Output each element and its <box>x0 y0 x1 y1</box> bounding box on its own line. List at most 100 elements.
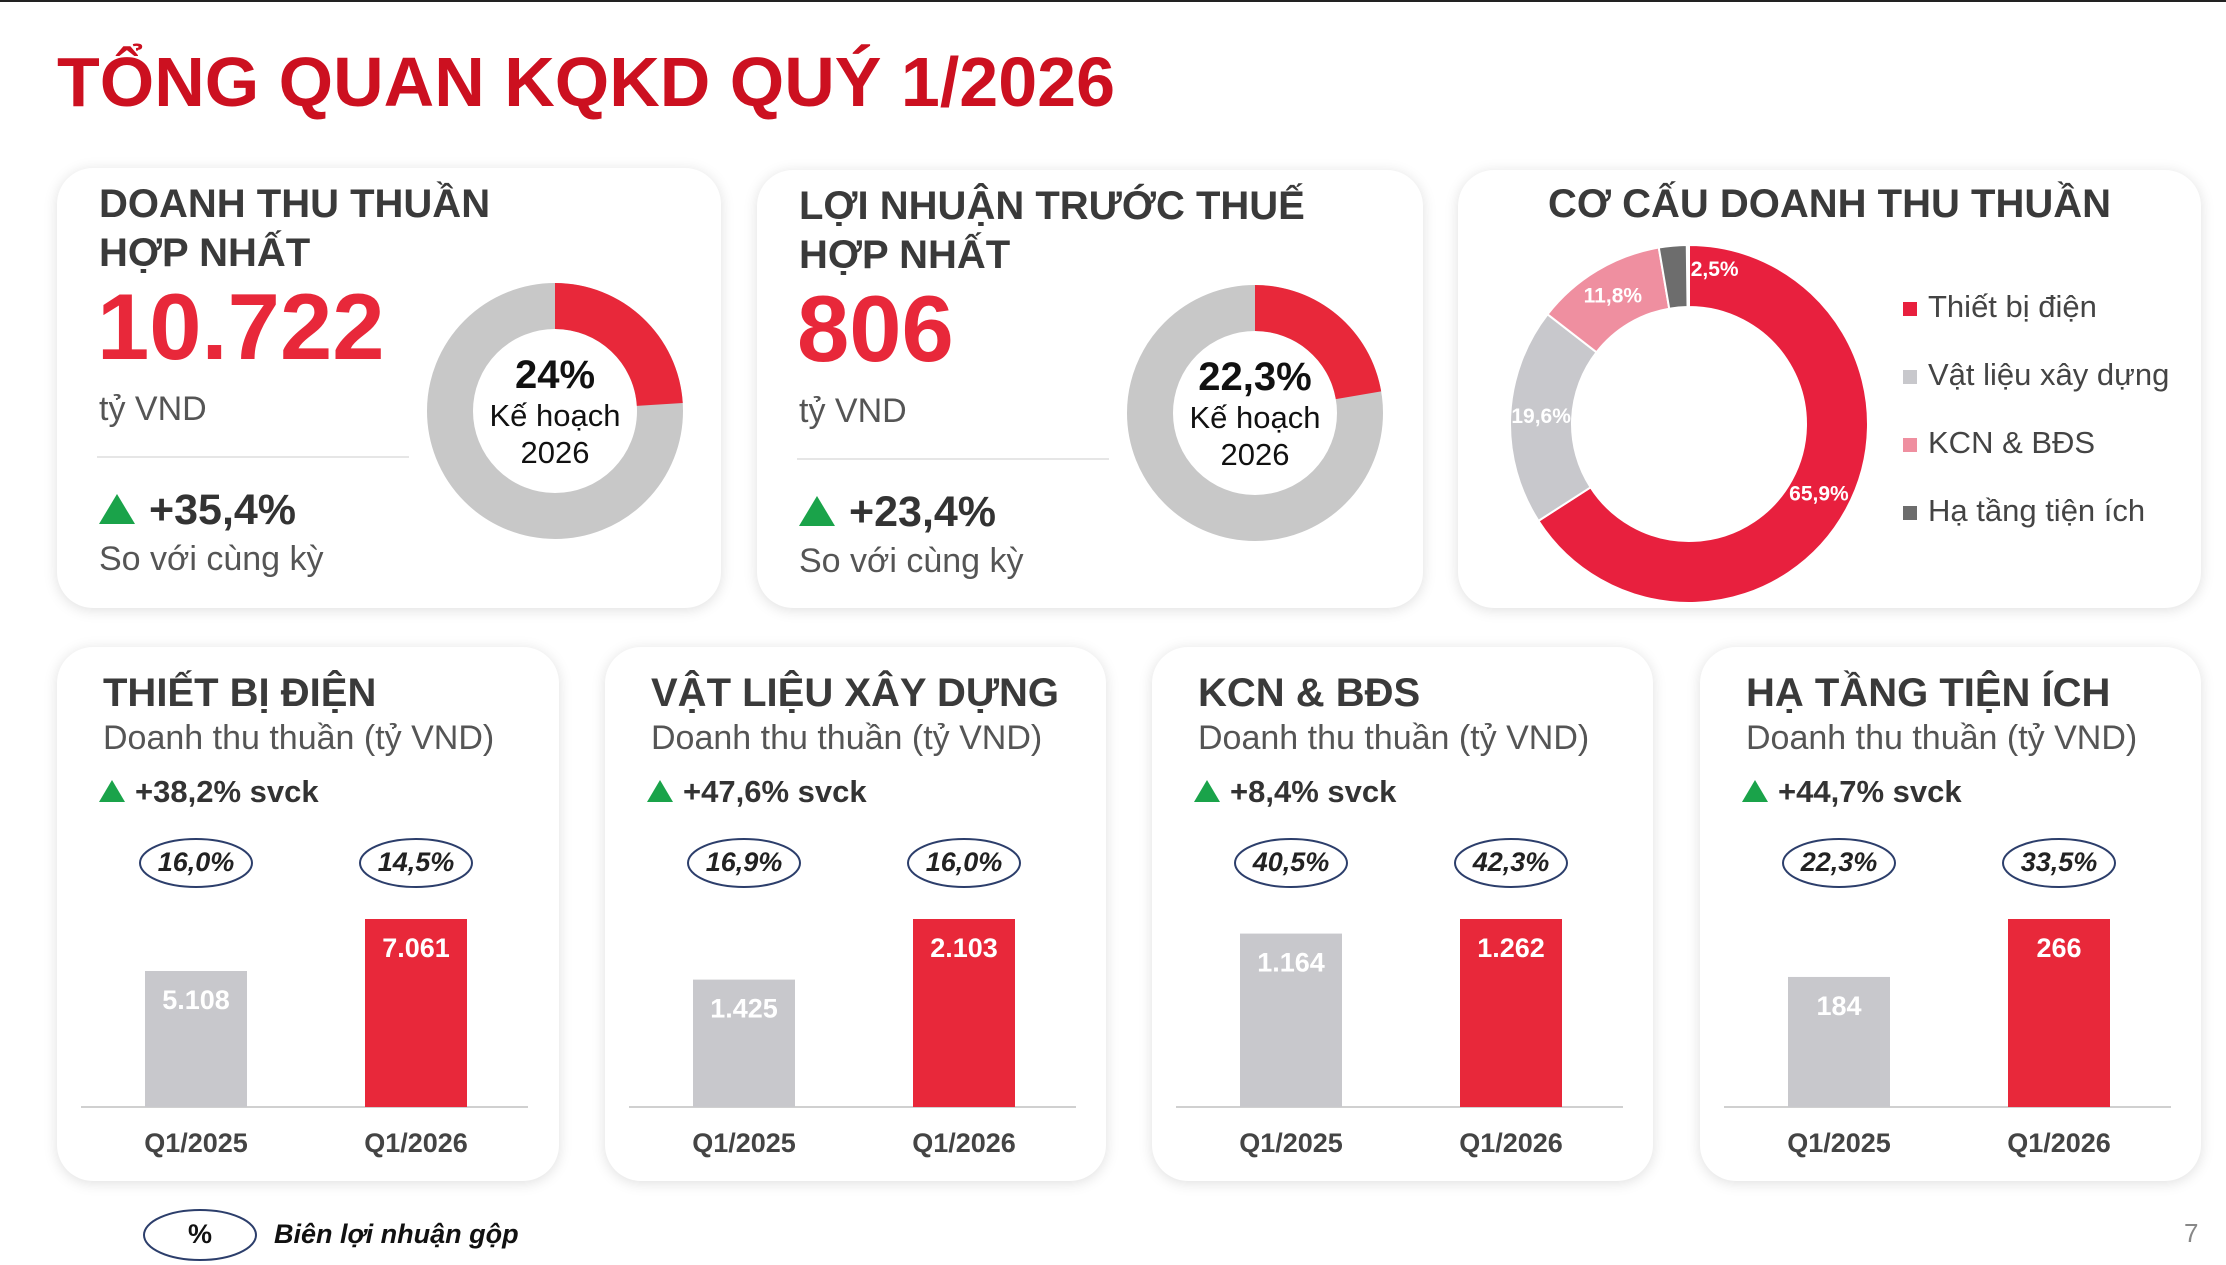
x-tick-label: Q1/2026 <box>2007 1128 2111 1158</box>
kpi-card: DOANH THU THUẦN HỢP NHẤT 10.722 tỷ VND +35,… <box>57 168 721 608</box>
gauge-label: 22,3% <box>1198 355 1312 399</box>
change: +47,6% svck <box>683 774 867 809</box>
card-title: LỢI NHUẬN TRƯỚC THUẾ HỢP NHẤT <box>799 184 1305 277</box>
gauge-caption: Kế hoạch 2026 <box>489 398 621 470</box>
bar-chart: 5.108 Q1/2025 16,0% 7.061 Q1/2026 14,5% <box>81 838 528 1158</box>
up-triangle <box>99 494 135 524</box>
slice-label: 11,8% <box>1584 285 1643 308</box>
bar <box>1240 933 1342 1107</box>
legend-swatch <box>1903 438 1917 452</box>
change-note: So với cùng kỳ <box>799 542 1024 580</box>
margin-label: 42,3% <box>1472 847 1550 877</box>
change-note: So với cùng kỳ <box>99 540 324 578</box>
change: +44,7% svck <box>1778 774 1962 809</box>
card-subtitle: Doanh thu thuần (tỷ VND) <box>1746 719 2138 757</box>
card-title: THIẾT BỊ ĐIỆN <box>103 671 377 715</box>
bar <box>693 979 795 1107</box>
gauge <box>1127 285 1383 541</box>
donut: 65,9% 19,6% 11,8% 2,5% Thiết bị điện Vật liệu… <box>1509 243 2169 604</box>
divider <box>797 458 1109 460</box>
margin-label: 22,3% <box>1800 847 1878 877</box>
gauge-label: 24% <box>514 353 596 397</box>
gauge-arc <box>1255 285 1382 400</box>
margin-badge <box>359 838 473 888</box>
legend-label: Thiết bị điện <box>1928 289 2097 324</box>
x-tick-label: Q1/2025 <box>1787 1128 1891 1158</box>
bar-chart: 184 Q1/2025 22,3% 266 Q1/2026 33,5% <box>1724 838 2171 1158</box>
bar <box>1788 976 1890 1107</box>
change: +8,4% svck <box>1230 774 1397 809</box>
slide-title: TỔNG QUAN KQKD QUÝ 1/2026 <box>57 43 1115 121</box>
card-title: KCN & BĐS <box>1198 671 1421 715</box>
unit: tỷ VND <box>99 390 207 428</box>
legend-swatch <box>1903 506 1917 520</box>
margin-label: 16,0% <box>926 847 1003 877</box>
legend-label: KCN & BĐS <box>1928 425 2095 460</box>
segment-card: KCN & BĐS Doanh thu thuần (tỷ VND) +8,4% s… <box>1152 647 1653 1181</box>
up-triangle <box>99 780 125 802</box>
bar <box>145 970 247 1107</box>
x-tick-label: Q1/2026 <box>912 1128 1016 1158</box>
slice-label: 2,5% <box>1691 258 1739 281</box>
page-number: 7 <box>2184 1218 2199 1248</box>
mix-card: CƠ CẤU DOANH THU THUẦN 65,9% 19,6% 11,8% 2,5… <box>1458 170 2201 608</box>
gauge-arc <box>555 283 683 406</box>
bar-value-label: 5.108 <box>162 985 230 1015</box>
top-rule <box>0 0 2226 2</box>
donut-slice <box>1537 243 1869 604</box>
legend-label: Vật liệu xây dựng <box>1928 357 2169 392</box>
margin-label: 16,9% <box>706 847 783 877</box>
margin-label: 16,0% <box>158 847 235 877</box>
card-title: VẬT LIỆU XÂY DỰNG <box>651 671 1060 715</box>
x-tick-label: Q1/2025 <box>144 1128 248 1158</box>
bar <box>913 919 1015 1107</box>
margin-badge <box>1454 838 1568 888</box>
card-subtitle: Doanh thu thuần (tỷ VND) <box>1198 719 1590 757</box>
bar <box>2008 919 2110 1107</box>
card-subtitle: Doanh thu thuần (tỷ VND) <box>651 719 1043 757</box>
bar <box>365 919 467 1107</box>
bar-value-label: 2.103 <box>930 933 998 963</box>
unit: tỷ VND <box>799 392 907 430</box>
up-triangle <box>647 780 673 802</box>
headline-value: 10.722 <box>97 274 385 379</box>
headline-value: 806 <box>797 276 954 381</box>
bar-chart: 1.164 Q1/2025 40,5% 1.262 Q1/2026 42,3% <box>1176 838 1623 1158</box>
change: +23,4% <box>849 488 997 536</box>
x-tick-label: Q1/2025 <box>692 1128 796 1158</box>
bar-value-label: 7.061 <box>382 933 450 963</box>
bar-chart: 1.425 Q1/2025 16,9% 2.103 Q1/2026 16,0% <box>629 838 1076 1158</box>
bar <box>1460 919 1562 1107</box>
card-title: CƠ CẤU DOANH THU THUẦN <box>1548 182 2111 226</box>
margin-badge <box>2002 838 2116 888</box>
kpi-card: LỢI NHUẬN TRƯỚC THUẾ HỢP NHẤT 806 tỷ VND +2… <box>757 170 1423 608</box>
divider <box>97 456 409 458</box>
slice-label: 65,9% <box>1789 482 1849 505</box>
up-triangle <box>799 496 835 526</box>
x-tick-label: Q1/2026 <box>364 1128 468 1158</box>
footnote-legend: % Biên lợi nhuận gộp <box>143 1209 519 1261</box>
margin-badge <box>1782 838 1896 888</box>
bar-value-label: 1.425 <box>710 994 778 1024</box>
card-title: DOANH THU THUẦN HỢP NHẤT <box>99 182 491 275</box>
footnote-symbol: % <box>188 1219 212 1249</box>
margin-badge <box>139 838 253 888</box>
legend-label: Hạ tầng tiện ích <box>1928 493 2145 528</box>
change: +35,4% <box>149 486 297 534</box>
donut-slice <box>1657 244 1689 310</box>
segment-card: THIẾT BỊ ĐIỆN Doanh thu thuần (tỷ VND) +38… <box>57 647 559 1181</box>
segment-card: VẬT LIỆU XÂY DỰNG Doanh thu thuần (tỷ VND… <box>605 647 1106 1181</box>
margin-label: 33,5% <box>2021 847 2098 877</box>
margin-badge <box>687 838 801 888</box>
bar-value-label: 266 <box>2036 933 2081 963</box>
up-triangle <box>1194 780 1220 802</box>
x-tick-label: Q1/2026 <box>1459 1128 1563 1158</box>
legend-swatch <box>1903 302 1917 316</box>
slice-label: 19,6% <box>1511 405 1571 428</box>
footnote-label: Biên lợi nhuận gộp <box>274 1219 519 1249</box>
bar-value-label: 1.164 <box>1257 948 1325 978</box>
gauge-caption: Kế hoạch 2026 <box>1189 400 1321 472</box>
gauge <box>427 283 683 539</box>
x-tick-label: Q1/2025 <box>1239 1128 1343 1158</box>
